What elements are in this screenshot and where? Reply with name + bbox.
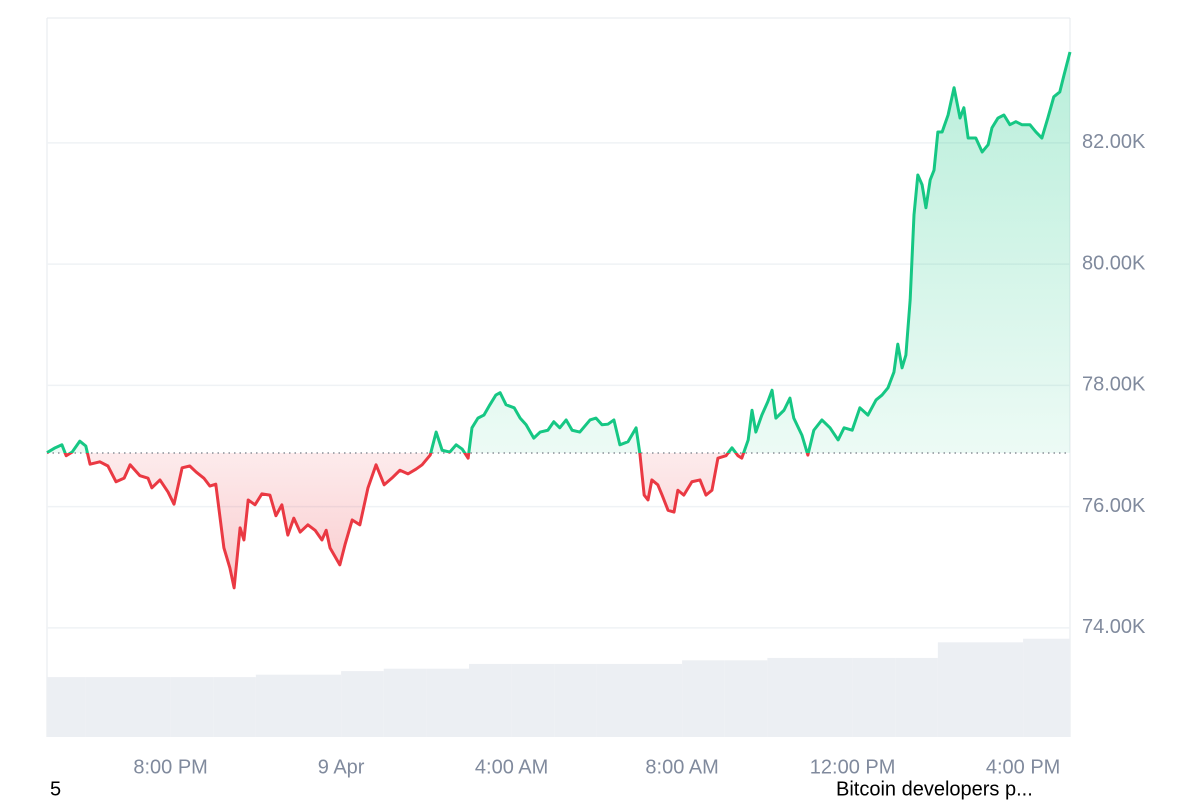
price-line-down bbox=[47, 452, 810, 590]
x-tick-label: 8:00 AM bbox=[645, 756, 718, 778]
volume-bar bbox=[85, 677, 128, 737]
volume-bar bbox=[255, 674, 299, 737]
volume-bar bbox=[341, 671, 384, 737]
x-tick-label: 8:00 PM bbox=[133, 756, 207, 778]
x-tick-label: 12:00 PM bbox=[810, 756, 896, 778]
volume-bar bbox=[383, 668, 427, 737]
volume-bar bbox=[170, 677, 214, 737]
x-tick-label: 9 Apr bbox=[318, 756, 365, 778]
volume-bar bbox=[554, 663, 597, 737]
y-tick-label: 74.00K bbox=[1082, 616, 1146, 638]
volume-bar bbox=[47, 677, 86, 737]
volume-bar bbox=[639, 663, 683, 737]
volume-bar bbox=[980, 642, 1024, 737]
volume-bar bbox=[468, 663, 512, 737]
footer-right: Bitcoin developers p... bbox=[836, 778, 1033, 800]
y-tick-label: 80.00K bbox=[1082, 252, 1146, 274]
x-tick-label: 4:00 AM bbox=[475, 756, 548, 778]
volume-bar bbox=[596, 663, 640, 737]
y-tick-label: 76.00K bbox=[1082, 495, 1146, 517]
volume-bar bbox=[682, 660, 725, 737]
volume-bar bbox=[895, 657, 938, 737]
y-tick-label: 78.00K bbox=[1082, 374, 1146, 396]
x-tick-label: 4:00 PM bbox=[986, 756, 1060, 778]
volume-bar bbox=[937, 642, 981, 737]
volume-bar bbox=[852, 657, 896, 737]
volume-bar bbox=[213, 677, 256, 737]
volume-bar bbox=[809, 657, 853, 737]
volume-bar bbox=[724, 660, 768, 737]
volume-bar bbox=[127, 677, 171, 737]
price-line-up bbox=[46, 51, 1072, 453]
volume-bar bbox=[426, 668, 469, 737]
y-tick-label: 82.00K bbox=[1082, 131, 1146, 153]
volume-bar bbox=[511, 663, 555, 737]
area-down bbox=[47, 452, 1070, 588]
footer-left: 5 bbox=[50, 778, 61, 800]
volume-bar bbox=[298, 674, 342, 737]
volume-bar bbox=[1023, 638, 1070, 737]
area-up bbox=[47, 51, 1070, 453]
volume-bar bbox=[767, 657, 810, 737]
